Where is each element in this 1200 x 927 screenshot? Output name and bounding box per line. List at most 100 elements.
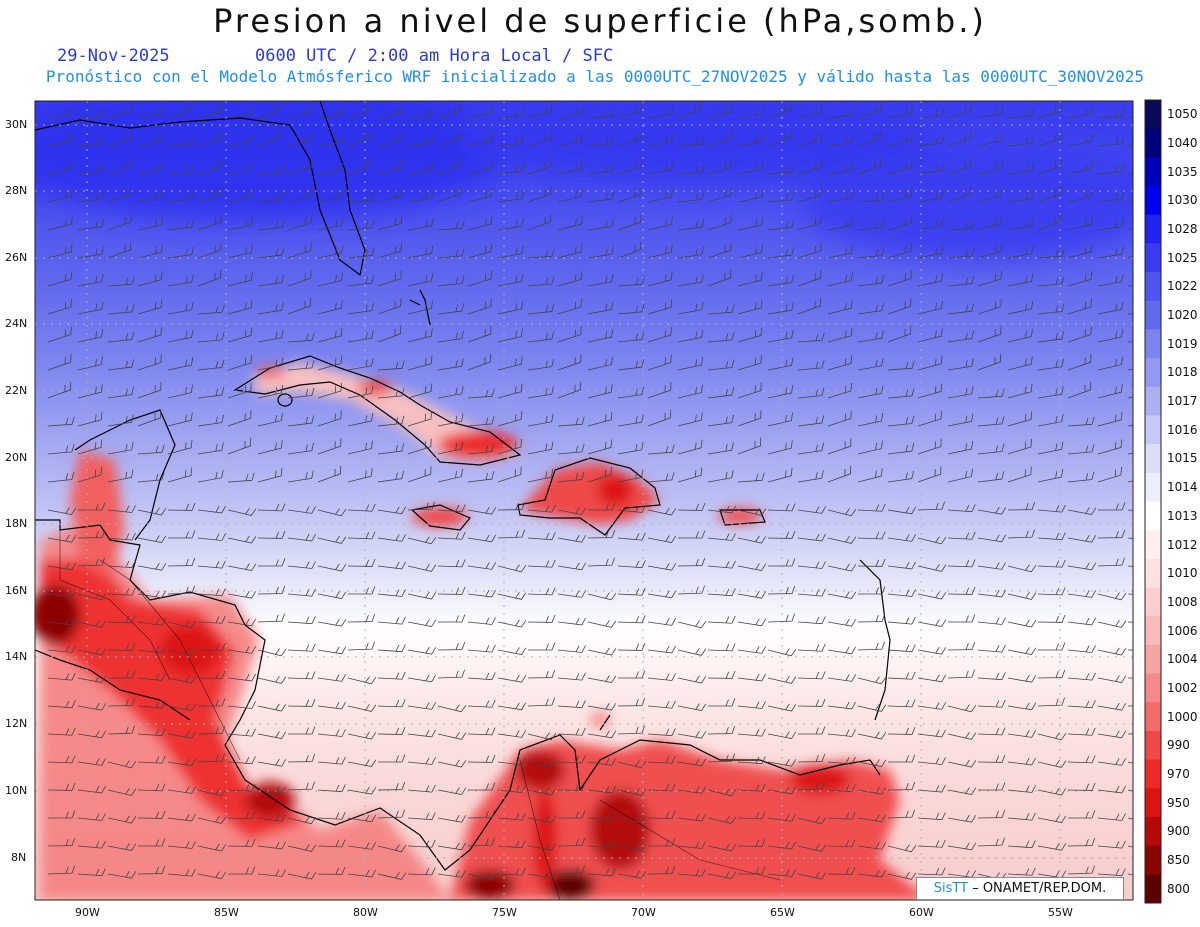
wind-barb <box>287 753 316 763</box>
colorbar-swatch <box>1145 587 1161 617</box>
wind-barb <box>707 670 736 679</box>
wind-barb <box>677 620 707 629</box>
wind-barb <box>1007 592 1037 600</box>
wind-barb <box>1097 840 1126 849</box>
wind-barb <box>257 440 283 455</box>
wind-barb <box>347 102 372 119</box>
wind-barb <box>48 810 76 819</box>
lon-label: 55W <box>1048 906 1073 919</box>
wind-barb <box>887 160 913 175</box>
wind-barb <box>677 703 707 712</box>
wind-barb <box>287 616 316 625</box>
wind-barb <box>587 411 613 427</box>
wind-barb <box>107 331 135 343</box>
wind-barb <box>527 358 554 371</box>
wind-barb <box>77 647 107 656</box>
wind-barb <box>617 103 643 119</box>
wind-barb <box>107 587 136 596</box>
wind-barb <box>527 441 554 455</box>
wind-barb <box>47 381 72 399</box>
wind-barb <box>557 782 586 791</box>
wind-barb <box>287 270 312 287</box>
wind-barb <box>1007 702 1037 711</box>
wind-barb <box>587 384 613 399</box>
wind-barb <box>677 868 706 877</box>
wind-barb <box>977 388 1005 399</box>
wind-barb <box>317 272 343 287</box>
wind-barb <box>648 838 676 847</box>
wind-barb <box>317 217 344 231</box>
wind-barb <box>257 164 285 175</box>
wind-barb <box>587 136 615 147</box>
wind-barb <box>317 162 344 175</box>
wind-barb <box>917 328 943 343</box>
wind-barb <box>1068 810 1096 819</box>
wind-barb <box>47 727 76 736</box>
wind-barb <box>47 865 75 875</box>
wind-barb <box>77 301 104 315</box>
wind-barb <box>587 785 616 794</box>
wind-barb <box>587 273 614 287</box>
wind-barb <box>767 385 794 399</box>
wind-barb <box>227 437 252 455</box>
wind-barb <box>467 326 492 343</box>
wind-barb <box>827 162 854 175</box>
colorbar-swatch <box>1145 415 1161 445</box>
wind-barb <box>497 135 525 147</box>
wind-barb <box>437 358 464 371</box>
wind-barb <box>1067 133 1094 147</box>
wind-barb <box>287 698 316 707</box>
wind-barb <box>767 869 796 877</box>
wind-barb <box>47 837 76 847</box>
wind-barb <box>257 703 287 712</box>
wind-barb <box>887 844 917 853</box>
wind-barb <box>467 617 496 625</box>
wind-barb <box>197 505 226 514</box>
wind-barb <box>317 327 343 343</box>
wind-barb <box>767 530 796 539</box>
wind-barb <box>77 592 107 601</box>
wind-barb <box>887 443 915 455</box>
wind-barb <box>887 360 915 371</box>
wind-barb <box>437 275 465 287</box>
wind-barb <box>737 244 763 259</box>
wind-barb <box>977 105 1004 119</box>
wind-barb <box>857 330 884 343</box>
lon-label: 65W <box>770 906 795 919</box>
colorbar-swatch <box>1145 329 1161 359</box>
wind-barb <box>497 273 524 287</box>
wind-barb <box>857 440 883 455</box>
wind-barb <box>887 415 915 427</box>
wind-barb <box>557 216 583 231</box>
wind-barb <box>317 811 346 820</box>
wind-barb <box>527 103 553 119</box>
wind-barb <box>227 535 257 544</box>
wind-barb <box>317 756 346 765</box>
wind-barb <box>617 469 644 483</box>
wind-barb <box>1007 466 1032 483</box>
wind-barb <box>227 618 257 627</box>
wind-barb <box>257 613 285 623</box>
wind-barb <box>77 411 103 427</box>
wind-barb <box>317 189 344 203</box>
wind-barb <box>257 530 286 539</box>
wind-barb <box>587 218 614 231</box>
wind-barb <box>677 412 703 427</box>
lat-label: 14N <box>5 650 28 663</box>
colorbar-level-label: 850 <box>1167 852 1190 867</box>
wind-barb <box>107 815 137 824</box>
wind-barb <box>407 107 435 119</box>
wind-barb <box>317 410 342 427</box>
wind-barb <box>137 271 163 287</box>
wind-barb <box>617 131 643 147</box>
wind-barb <box>1037 732 1067 741</box>
wind-barb <box>377 415 405 427</box>
wind-barb <box>978 782 1006 791</box>
wind-barb <box>437 102 462 119</box>
colorbar-level-label: 1020 <box>1167 308 1198 323</box>
wind-barb <box>347 192 375 203</box>
wind-barb <box>47 700 76 709</box>
wind-barb <box>647 700 676 709</box>
wind-barb <box>377 298 402 315</box>
wind-barb <box>407 190 434 203</box>
